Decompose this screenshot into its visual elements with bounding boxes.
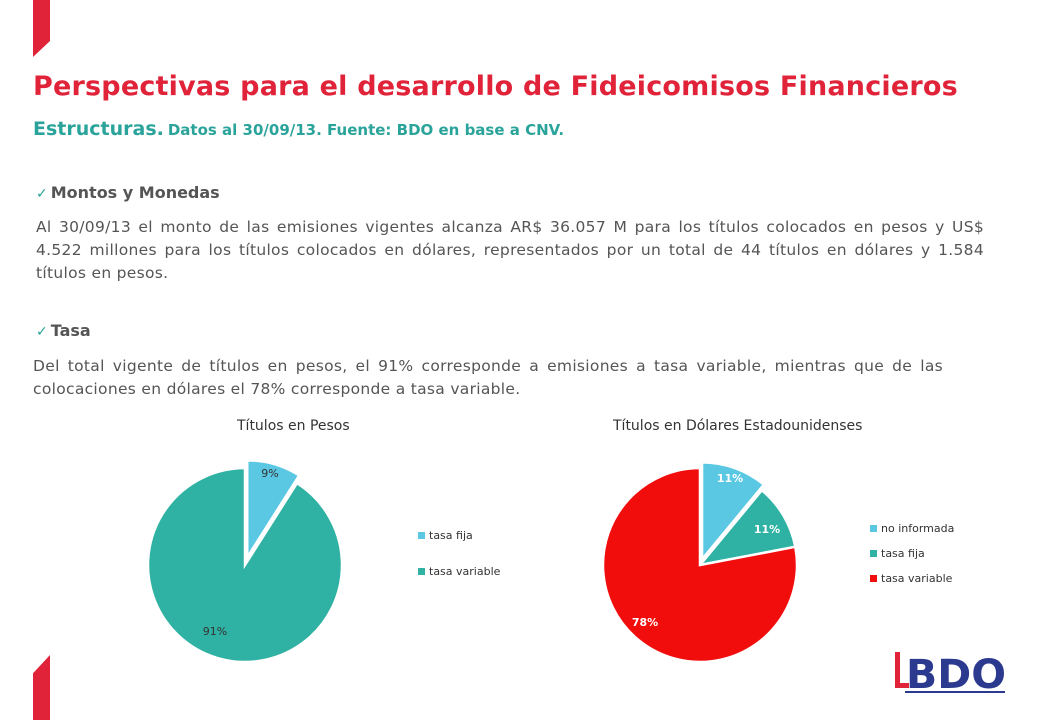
page-subtitle: Estructuras. Datos al 30/09/13. Fuente: B… [33, 118, 564, 140]
legend-label: tasa fija [429, 528, 473, 542]
legend-label: tasa fija [881, 546, 925, 560]
pie-chart-pesos: 9% 91% [146, 459, 344, 664]
accent-bar-top [33, 0, 50, 57]
checkmark-icon: ✓ [36, 186, 48, 202]
legend-swatch [870, 524, 877, 532]
legend-dolares: no informada tasa fija tasa variable [870, 521, 954, 585]
pie-slice-no-informada [700, 461, 766, 563]
chart-title-pesos: Títulos en Pesos [237, 418, 350, 434]
pie-slice-tasa-fija [245, 459, 301, 562]
section-heading-tasa: ✓ Tasa [36, 321, 91, 340]
legend-item: tasa fija [418, 528, 500, 542]
data-label: 78% [632, 616, 658, 629]
chart-title-dolares: Títulos en Dólares Estadounidenses [613, 418, 863, 434]
pie-chart-dolares: 11% 11% 78% [601, 461, 799, 664]
section-heading-label: Montos y Monedas [50, 183, 220, 202]
data-label: 91% [203, 625, 227, 638]
svg-text:BDO: BDO [906, 652, 1006, 695]
pie-slice-tasa-fija [696, 488, 797, 567]
legend-swatch [870, 549, 877, 557]
section-text-montos: Al 30/09/13 el monto de las emisiones vi… [36, 218, 984, 282]
section-heading-montos: ✓ Montos y Monedas [36, 183, 220, 202]
legend-item: tasa variable [418, 564, 500, 578]
legend-item: no informada [870, 521, 954, 535]
pie-slice-tasa-variable [601, 466, 799, 664]
legend-swatch [418, 567, 425, 575]
legend-label: tasa variable [881, 571, 953, 585]
subtitle-main: Estructuras. [33, 118, 164, 140]
bdo-logo: BDO [895, 652, 1006, 695]
accent-bar-bottom [33, 655, 50, 720]
data-label: 11% [717, 472, 743, 485]
data-label: 9% [261, 467, 278, 480]
legend-label: no informada [881, 521, 955, 535]
legend-item: tasa fija [870, 546, 954, 560]
checkmark-icon: ✓ [36, 324, 48, 340]
subtitle-detail: Datos al 30/09/13. Fuente: BDO en base a… [167, 121, 565, 139]
data-label: 11% [754, 523, 780, 536]
legend-label: tasa variable [429, 564, 501, 578]
legend-pesos: tasa fija tasa variable [418, 528, 500, 578]
page-title: Perspectivas para el desarrollo de Fidei… [33, 71, 958, 102]
section-text-tasa: Del total vigente de títulos en pesos, e… [33, 357, 943, 398]
section-heading-label: Tasa [50, 321, 91, 340]
legend-swatch [870, 574, 877, 582]
legend-swatch [418, 531, 425, 539]
pie-slice-tasa-variable [146, 466, 344, 664]
legend-item: tasa variable [870, 571, 954, 585]
